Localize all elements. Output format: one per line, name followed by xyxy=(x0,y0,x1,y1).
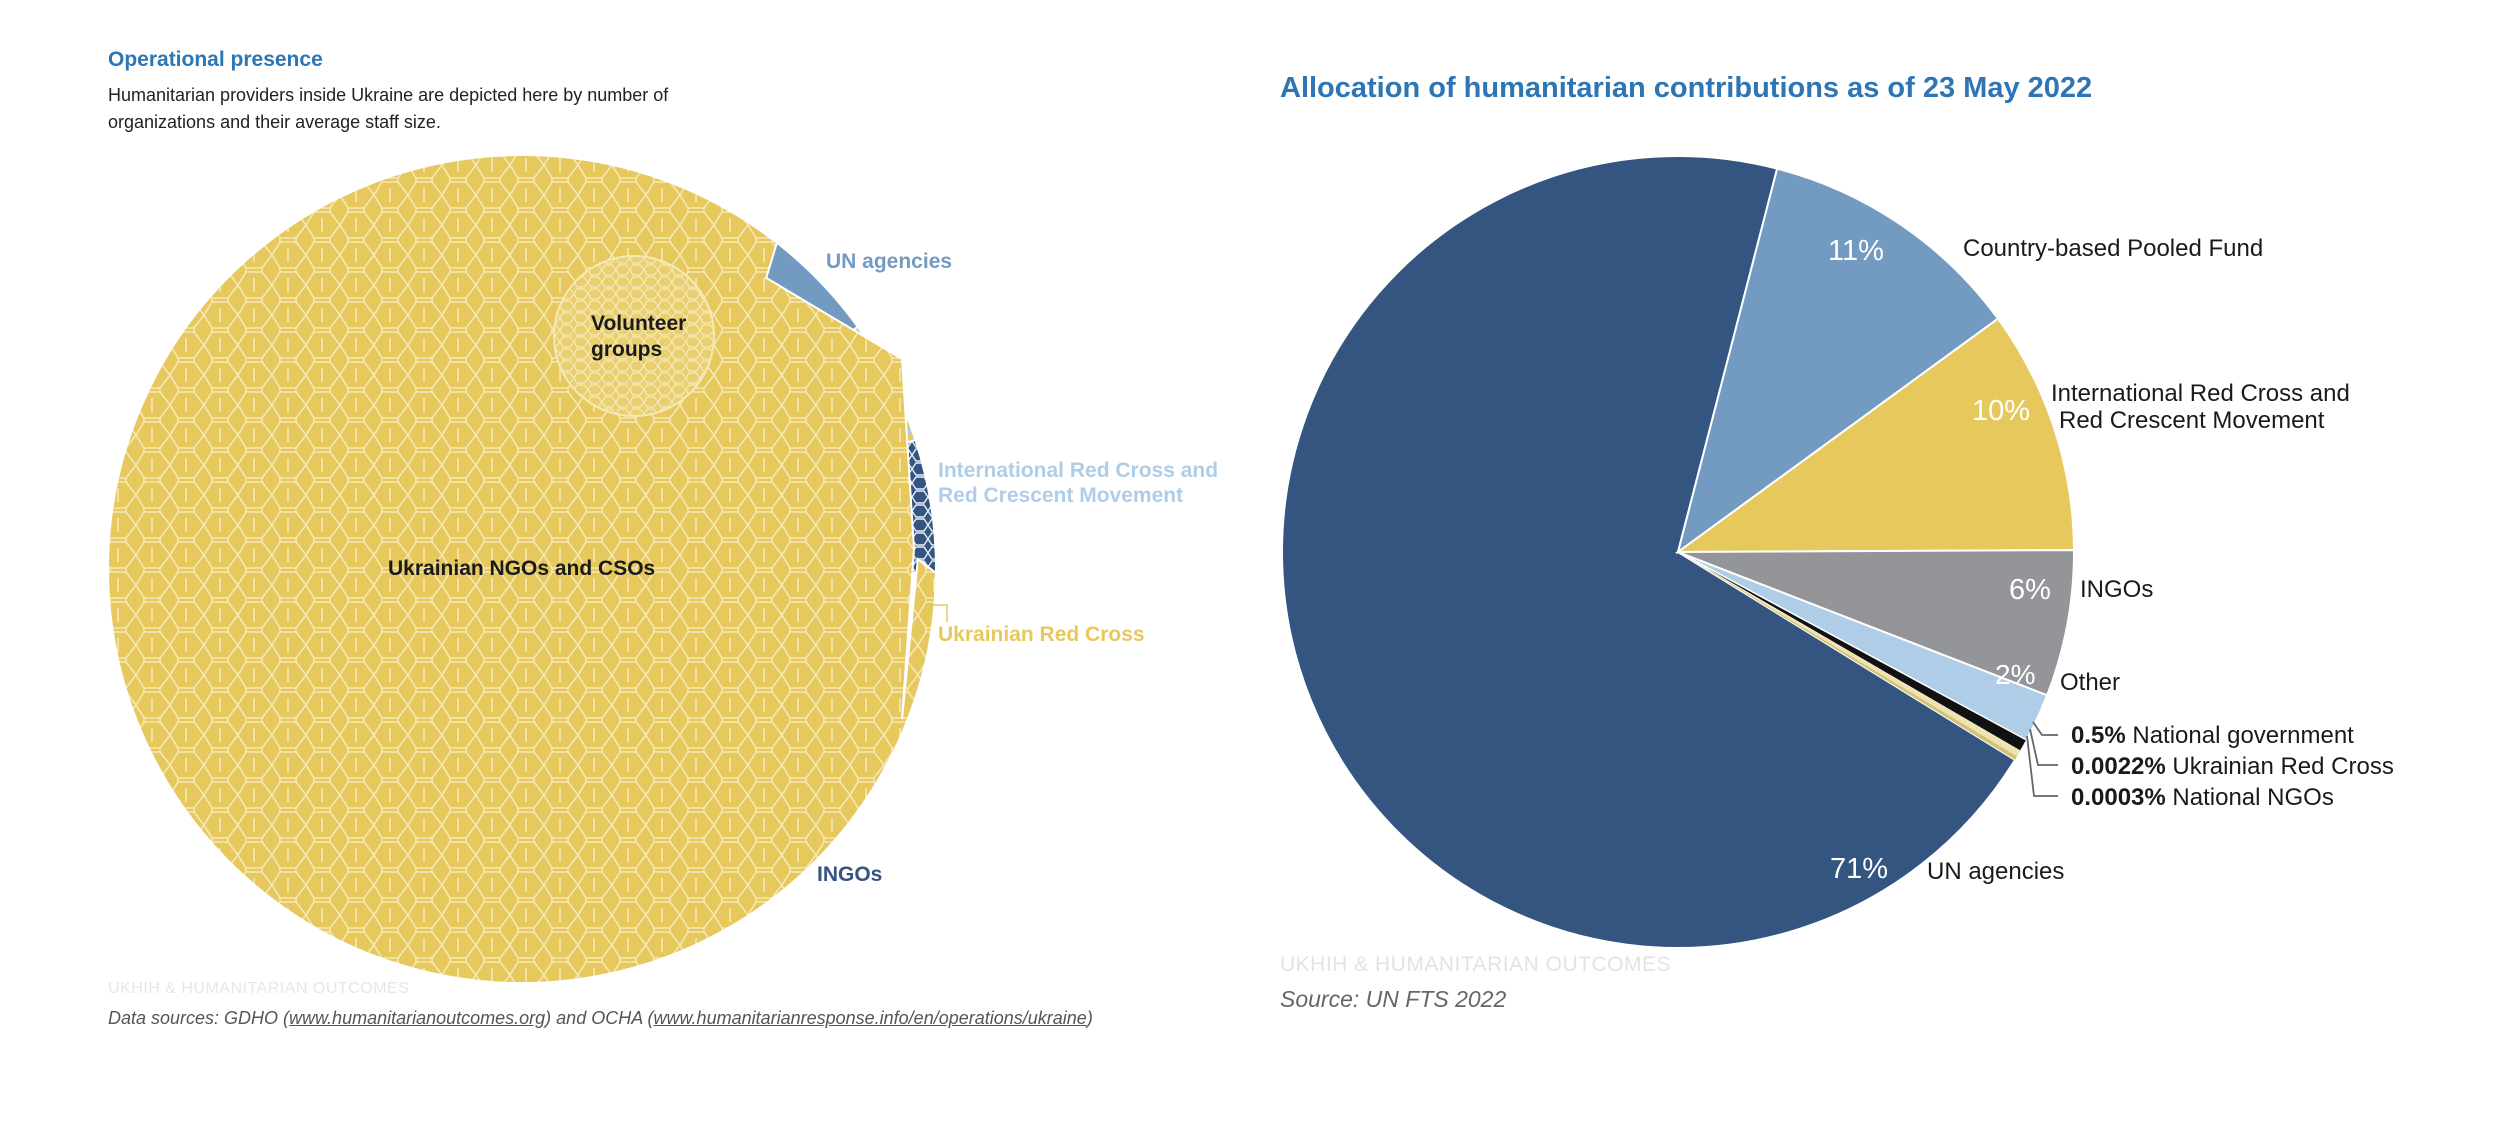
gdho-link[interactable]: www.humanitarianoutcomes.org xyxy=(289,1008,546,1028)
ocha-link[interactable]: www.humanitarianresponse.info/en/operati… xyxy=(653,1008,1087,1028)
name-label-un: UN agencies xyxy=(1927,858,2064,885)
un-agencies-label: UN agencies xyxy=(826,250,952,273)
operational-presence-description: Humanitarian providers inside Ukraine ar… xyxy=(108,85,669,132)
small-slice-gov-label: 0.5% National government xyxy=(2071,722,2354,749)
operational-presence-title: Operational presence xyxy=(108,48,323,71)
ingos-label: INGOs xyxy=(817,863,882,886)
pct-label-cbpf: 11% xyxy=(1828,235,1884,267)
sources-suffix: ) xyxy=(1086,1008,1093,1028)
ukrainian-red-cross-leader xyxy=(925,604,948,622)
small-slice-nngo-label: 0.0003% National NGOs xyxy=(2071,784,2334,811)
volunteer-label-line2: groups xyxy=(591,338,662,361)
small-slice-leaders xyxy=(2026,721,2058,797)
operational-presence-pie xyxy=(107,154,937,984)
allocation-title: Allocation of humanitarian contributions… xyxy=(1280,72,2093,104)
allocation-panel: Allocation of humanitarian contributions… xyxy=(1260,0,2498,1142)
red-cross-label-line2: Red Crescent Movement xyxy=(938,484,1183,507)
allocation-pie xyxy=(1281,155,2076,949)
operational-presence-chart: Volunteer groups Ukrainian NGOs and CSOs… xyxy=(107,154,1218,984)
slice-ingos xyxy=(1677,549,2075,697)
operational-presence-panel: Operational presence Humanitarian provid… xyxy=(107,48,1218,1029)
segment-ukrainian-ngos-csos xyxy=(107,154,937,984)
ngos-csos-label: Ukrainian NGOs and CSOs xyxy=(388,557,655,580)
name-label-ircrc-line2: Red Crescent Movement xyxy=(2059,407,2325,434)
slice-un-agencies xyxy=(1281,155,2017,949)
name-label-ingos: INGOs xyxy=(2080,576,2153,603)
slice-country-based-pooled-fund xyxy=(1676,167,2000,555)
pct-label-un: 71% xyxy=(1830,853,1888,885)
pct-label-ingos: 6% xyxy=(2009,574,2051,606)
slice-national-government xyxy=(1677,551,2028,752)
sources-mid: ) and OCHA ( xyxy=(545,1008,654,1028)
pct-label-ircrc: 10% xyxy=(1972,395,2030,427)
slice-ukrainian-red-cross xyxy=(1678,552,2021,757)
data-sources-note: Data sources: GDHO (www.humanitarianoutc… xyxy=(108,1008,1093,1029)
slice-national-ngos xyxy=(1678,552,2018,760)
sources-prefix: Data sources: GDHO ( xyxy=(108,1008,290,1028)
name-label-other: Other xyxy=(2060,669,2120,696)
name-label-ircrc-line1: International Red Cross and xyxy=(2051,380,2350,407)
allocation-source: Source: UN FTS 2022 xyxy=(1280,986,1507,1012)
small-slice-urc-label: 0.0022% Ukrainian Red Cross xyxy=(2071,753,2394,780)
slice-red-cross-movement xyxy=(1674,317,2076,554)
left-footer-credit: UKHIH & HUMANITARIAN OUTCOMES xyxy=(108,980,410,997)
name-label-cbpf: Country-based Pooled Fund xyxy=(1963,235,2263,262)
red-cross-label-line1: International Red Cross and xyxy=(938,459,1218,482)
volunteer-groups-bubble xyxy=(553,255,715,417)
allocation-chart: 11% Country-based Pooled Fund 10% Intern… xyxy=(1281,155,2394,949)
volunteer-label-line1: Volunteer xyxy=(591,312,686,335)
right-footer-credit: UKHIH & HUMANITARIAN OUTCOMES xyxy=(1280,953,1671,976)
ukrainian-red-cross-label: Ukrainian Red Cross xyxy=(938,623,1145,646)
pct-label-other: 2% xyxy=(1995,659,2035,690)
